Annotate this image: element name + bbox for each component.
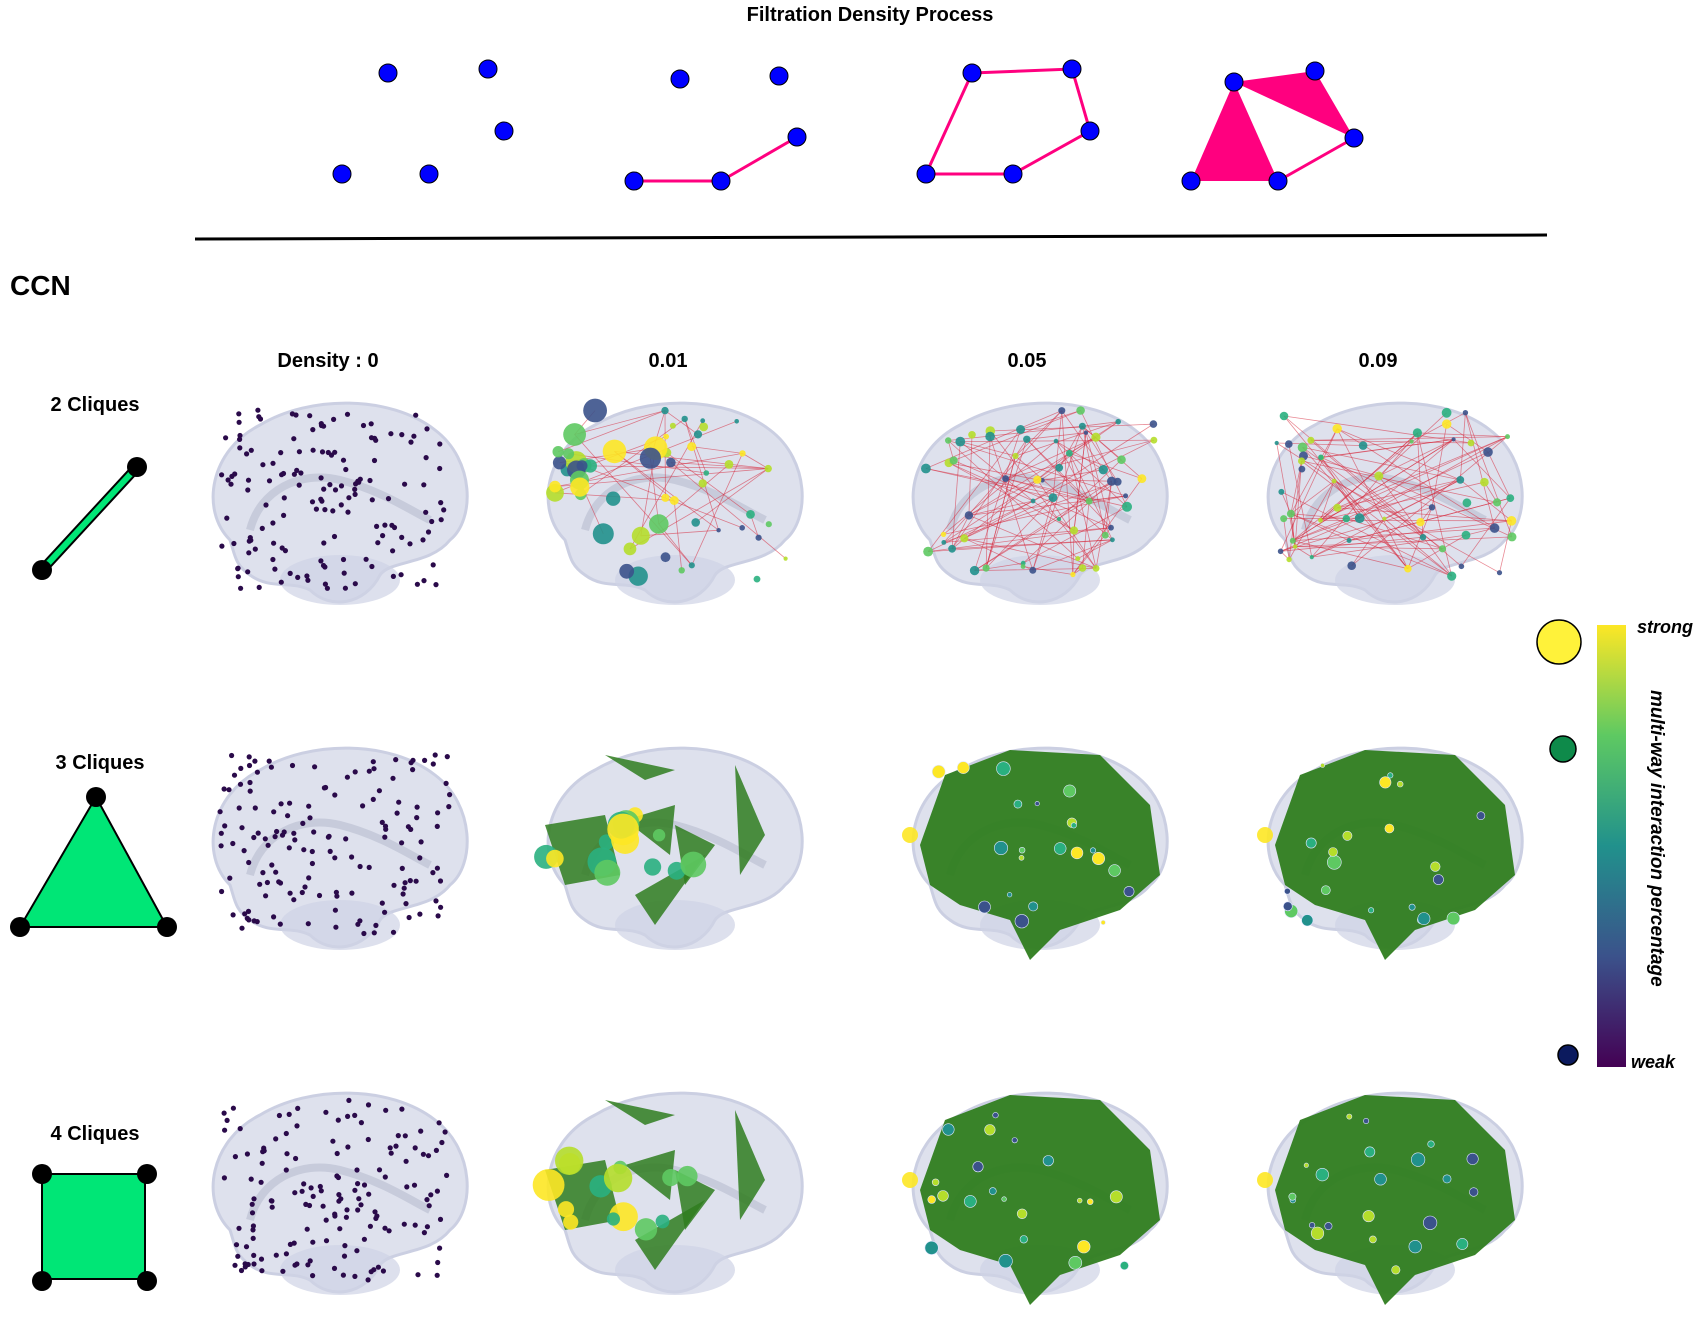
- brain-panel-r2-c3: [902, 746, 1169, 960]
- filtration-stage-1: [332, 59, 514, 184]
- colorbar-weak-label: weak: [1631, 1052, 1676, 1072]
- brain-panel-r2-c4: [1257, 746, 1524, 960]
- clique-shape-edge: [32, 457, 147, 580]
- column-title-density-005: 0.05: [1007, 350, 1047, 372]
- size-key-strong: [1536, 619, 1582, 665]
- size-key-weak: [1557, 1044, 1579, 1066]
- column-title-density-001: 0.01: [648, 350, 688, 372]
- brain-panel-r1-c3: [911, 401, 1169, 605]
- filtration-diagram: [194, 59, 1548, 241]
- brain-panel-r3-c1: [211, 1091, 469, 1295]
- colorbar-legend: [1536, 619, 1626, 1067]
- row-label-4-cliques: 4 Cliques: [50, 1123, 140, 1145]
- brain-panel-r2-c2: [534, 746, 804, 950]
- row-label-3-cliques: 3 Cliques: [55, 752, 145, 774]
- filtration-stage-2: [624, 66, 807, 191]
- clique-shape-square: [32, 1164, 157, 1291]
- brain-panel-r3-c2: [532, 1091, 804, 1295]
- column-title-density-009: 0.09: [1358, 350, 1398, 372]
- figure-title: Filtration Density Process: [746, 4, 994, 26]
- clique-shape-triangle: [10, 787, 177, 937]
- brain-panel-r3-c4: [1257, 1091, 1524, 1305]
- section-label-ccn: CCN: [10, 270, 71, 301]
- brain-panel-r2-c1: [211, 746, 469, 950]
- size-key-medium: [1549, 735, 1577, 763]
- brain-panel-r1-c4: [1266, 401, 1524, 605]
- filtration-stage-3: [916, 59, 1100, 184]
- colorbar-gradient: [1597, 625, 1626, 1067]
- row-label-2-cliques: 2 Cliques: [50, 394, 140, 416]
- column-title-density-0: Density : 0: [277, 350, 379, 372]
- divider-line: [194, 233, 1548, 241]
- colorbar-title: multi-way interaction percentage: [1646, 690, 1667, 987]
- brain-panel-r3-c3: [902, 1091, 1169, 1305]
- brain-panel-r1-c1: [211, 401, 469, 605]
- colorbar-strong-label: strong: [1637, 617, 1693, 637]
- filtration-stage-4: [1181, 61, 1364, 191]
- brain-panel-r1-c2: [546, 398, 804, 605]
